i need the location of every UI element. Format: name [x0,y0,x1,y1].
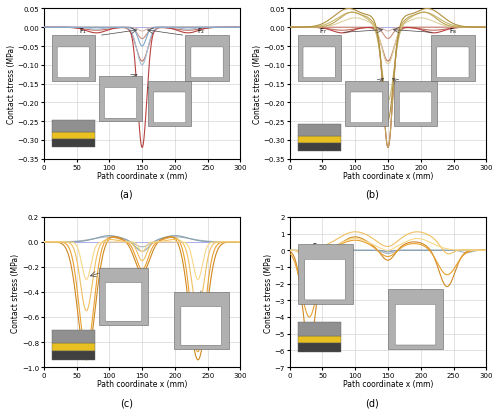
Text: F₁: F₁ [80,28,86,34]
Bar [298,343,341,352]
FancyBboxPatch shape [191,48,223,78]
Bar [298,336,341,343]
Bar [52,330,95,343]
X-axis label: Path coordinate x (mm): Path coordinate x (mm) [343,171,433,180]
Text: (a): (a) [120,189,133,199]
FancyBboxPatch shape [106,283,142,321]
Text: F₁₀: F₁₀ [206,298,216,304]
Y-axis label: Contact stress (MPa): Contact stress (MPa) [7,45,16,124]
Y-axis label: Contact stress (MPa): Contact stress (MPa) [12,253,20,332]
X-axis label: Path coordinate x (mm): Path coordinate x (mm) [343,380,433,388]
Bar [298,137,341,144]
Bar [431,36,474,81]
FancyBboxPatch shape [436,48,469,78]
FancyBboxPatch shape [181,307,222,345]
Bar [52,351,95,360]
FancyBboxPatch shape [396,305,436,345]
Text: (b): (b) [366,189,379,199]
Bar [298,244,352,304]
Text: F₁₁: F₁₁ [312,242,322,248]
Bar [99,268,148,325]
Bar [174,292,229,349]
X-axis label: Path coordinate x (mm): Path coordinate x (mm) [97,171,188,180]
Text: F₈: F₈ [450,28,456,34]
Text: F₄: F₄ [164,91,171,97]
Bar [52,36,95,81]
Bar [52,133,95,139]
Y-axis label: Contact stress (MPa): Contact stress (MPa) [253,45,262,124]
FancyBboxPatch shape [303,48,336,78]
Text: (c): (c) [120,397,133,407]
Bar [186,36,228,81]
FancyBboxPatch shape [400,93,432,123]
FancyBboxPatch shape [350,93,382,123]
Bar [394,81,437,126]
Text: (d): (d) [366,397,379,407]
Bar [298,144,341,152]
Text: F₁₂: F₁₂ [407,325,416,331]
Bar [99,77,142,122]
FancyBboxPatch shape [154,93,186,123]
Bar [298,36,341,81]
Text: F₆: F₆ [410,97,417,103]
Y-axis label: Contact stress (MPa): Contact stress (MPa) [264,253,273,332]
Text: F₂: F₂ [198,28,204,34]
Bar [298,125,341,137]
Text: F₉: F₉ [119,269,126,275]
X-axis label: Path coordinate x (mm): Path coordinate x (mm) [97,380,188,388]
Bar [52,139,95,147]
Bar [148,81,192,126]
Bar [52,343,95,351]
Text: F₇: F₇ [320,28,326,34]
Bar [388,289,443,349]
Text: F₃: F₃ [108,82,114,88]
Text: F₅: F₅ [355,97,362,103]
FancyBboxPatch shape [305,260,346,300]
FancyBboxPatch shape [57,48,90,78]
Bar [298,322,341,336]
Bar [52,120,95,133]
Bar [344,81,388,126]
FancyBboxPatch shape [104,88,136,119]
